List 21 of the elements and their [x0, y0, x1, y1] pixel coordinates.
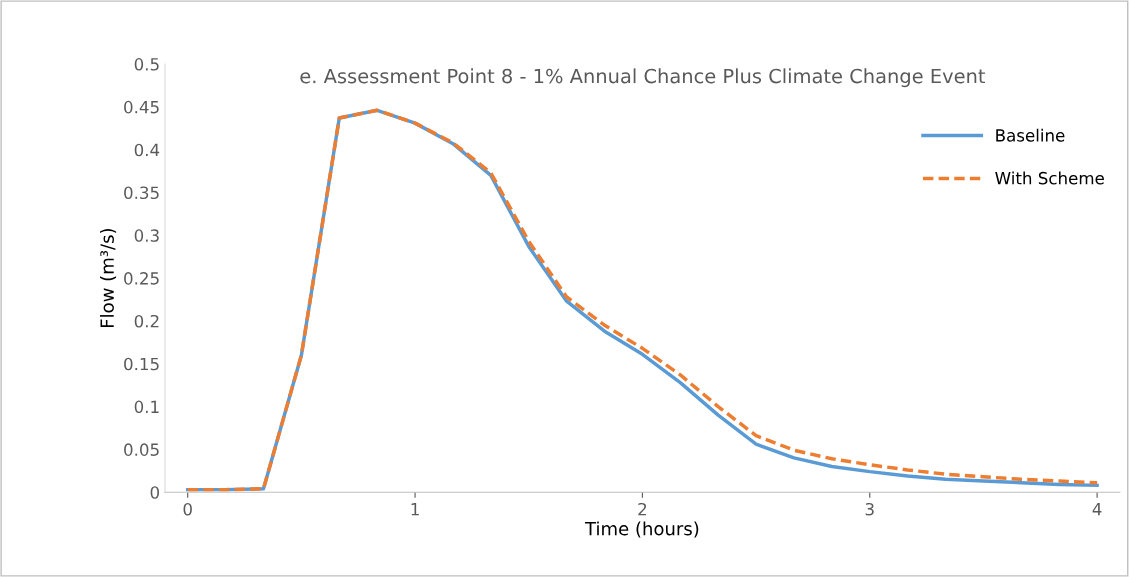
- y-tick-label: 0.25: [124, 272, 159, 285]
- y-tick-label: 0.35: [124, 186, 159, 200]
- legend-label: With Scheme: [995, 171, 1104, 185]
- y-tick-label: 0.45: [124, 100, 159, 114]
- x-tick-label: 2: [638, 502, 647, 516]
- y-tick-label: 0.05: [124, 443, 159, 456]
- chart-title: e. Assessment Point 8 - 1% Annual Chance Plus Climate Change Event: [300, 68, 986, 88]
- y-tick-label: 0.15: [124, 357, 159, 371]
- y-tick-label: 0.2: [134, 314, 159, 328]
- x-tick-label: 4: [1092, 503, 1102, 516]
- y-axis-title: Flow (m³/s): [99, 228, 117, 328]
- y-tick-label: 0.1: [134, 400, 159, 414]
- y-tick-label: 0.5: [134, 58, 159, 71]
- x-axis-title: Time (hours): [584, 521, 699, 538]
- y-tick-label: 0: [150, 486, 160, 499]
- legend-label: Baseline: [996, 128, 1065, 142]
- y-tick-label: 0.4: [134, 143, 160, 157]
- x-tick-label: 3: [865, 502, 874, 516]
- x-tick-label: 1: [411, 503, 419, 516]
- y-tick-label: 0.3: [134, 229, 159, 242]
- x-tick-label: 0: [183, 502, 192, 516]
